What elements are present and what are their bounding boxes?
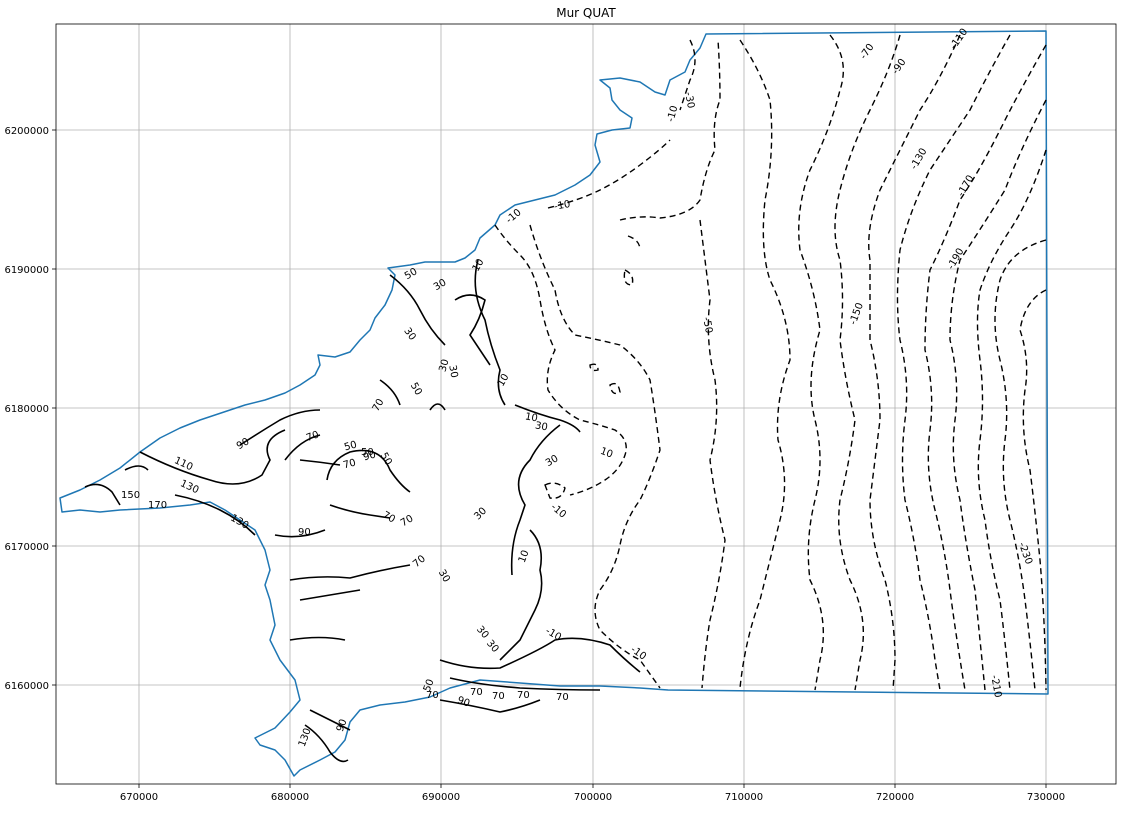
negative-contours [494, 34, 1047, 691]
contour-label: 30 [484, 638, 501, 655]
contour-label: 90 [298, 527, 311, 538]
contour-label: 50 [408, 381, 424, 398]
contour-label: 90 [362, 449, 377, 463]
contour-label: 130 [228, 513, 250, 532]
contour-label: -10 [553, 199, 571, 213]
contour-label: 90 [335, 718, 350, 734]
contour-label: 70 [492, 691, 505, 702]
contour-label: 30 [401, 326, 417, 343]
contour-label: 50 [361, 447, 374, 458]
contour-label: -110 [948, 27, 970, 52]
contour-label: 150 [121, 490, 140, 501]
contour-label: 50 [343, 439, 358, 453]
contour-label: 30 [534, 420, 548, 433]
x-tick-label: 700000 [574, 792, 612, 803]
contour-label: -10 [548, 502, 568, 521]
x-tick-label: 690000 [422, 792, 460, 803]
contour-label: 70 [517, 690, 530, 701]
contour-label: 90 [456, 695, 472, 710]
study-area-boundary [59, 30, 1049, 777]
contour-label: 70 [470, 687, 483, 698]
contour-label: -50 [700, 316, 714, 334]
contour-label: 70 [380, 510, 397, 526]
y-tick-label: 6200000 [4, 126, 49, 137]
contour-label: 10 [471, 257, 487, 274]
contour-label: 70 [342, 457, 357, 471]
contour-label: 170 [148, 500, 167, 511]
x-axis: 670000 680000 690000 700000 710000 72000… [120, 784, 1065, 803]
contour-label: 30 [438, 358, 452, 373]
y-tick-label: 6180000 [4, 404, 49, 415]
y-axis: 6200000 6190000 6180000 6170000 6160000 [4, 126, 56, 692]
x-tick-label: 680000 [271, 792, 309, 803]
contour-label: 130 [178, 478, 200, 496]
contour-label: 30 [436, 568, 452, 585]
contour-label: 70 [305, 429, 321, 444]
contour-label: 70 [371, 397, 387, 414]
positive-contours [84, 259, 641, 763]
contour-label: 30 [472, 506, 489, 523]
contour-label: -30 [682, 91, 696, 109]
contour-label: 10 [524, 411, 538, 424]
y-tick-label: 6160000 [4, 681, 49, 692]
contour-label: -10 [543, 626, 563, 644]
contour-label: -10 [666, 105, 681, 124]
axes-frame [55, 23, 1117, 785]
contour-label: -70 [858, 42, 876, 62]
contour-label: 10 [599, 446, 615, 461]
contour-label: -130 [909, 146, 930, 171]
map-title: Mur QUAT [556, 6, 616, 20]
gridlines [56, 24, 1116, 784]
contour-label: 70 [411, 553, 428, 570]
y-tick-label: 6190000 [4, 265, 49, 276]
contour-label: 30 [544, 453, 561, 469]
x-tick-label: 730000 [1027, 792, 1065, 803]
x-tick-label: 710000 [725, 792, 763, 803]
contour-label: 10 [517, 549, 532, 565]
contour-label: -170 [956, 173, 977, 198]
contour-label: -10 [628, 644, 648, 662]
contour-labels: 150 170 110 130 130 90 90 70 50 50 70 90… [121, 27, 1034, 749]
contour-label: -210 [988, 674, 1003, 698]
contour-label: 50 [422, 678, 437, 694]
contour-label: 130 [297, 727, 314, 749]
contour-label: -90 [890, 57, 908, 77]
contour-label: -230 [1016, 541, 1034, 566]
contour-label: 50 [378, 451, 394, 468]
contour-label: 30 [446, 364, 459, 378]
contour-label: 70 [426, 690, 439, 701]
contour-label: -190 [946, 246, 967, 271]
y-tick-label: 6170000 [4, 542, 49, 553]
contour-label: 70 [399, 513, 416, 529]
contour-label: 30 [474, 624, 491, 641]
x-tick-label: 670000 [120, 792, 158, 803]
contour-label: 30 [432, 277, 449, 293]
contour-label: -150 [848, 301, 866, 326]
x-tick-label: 720000 [876, 792, 914, 803]
contour-label: 70 [556, 692, 569, 703]
